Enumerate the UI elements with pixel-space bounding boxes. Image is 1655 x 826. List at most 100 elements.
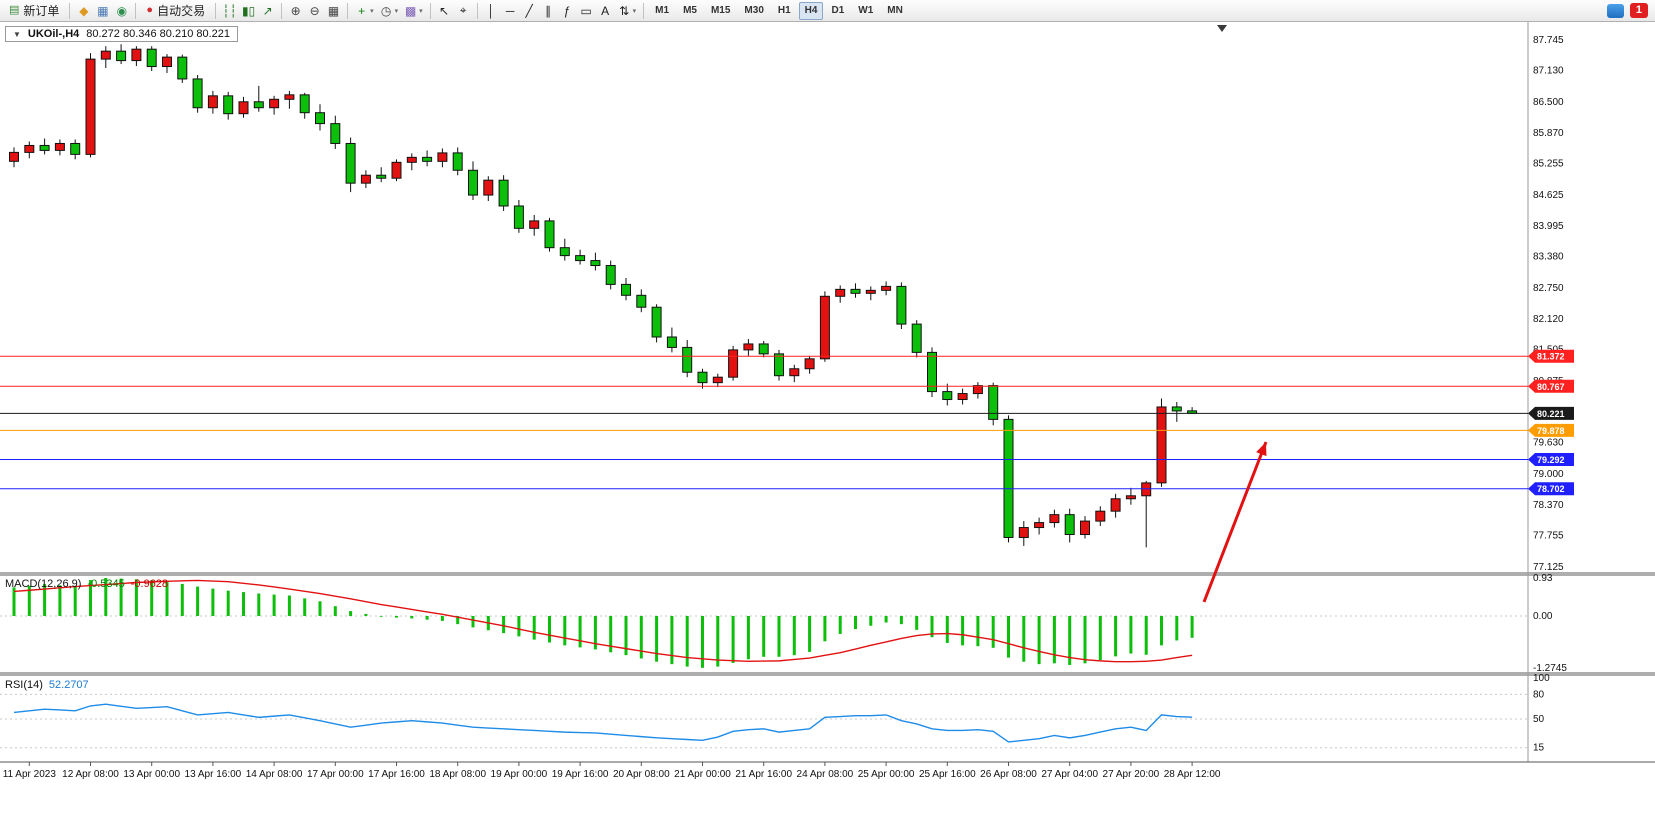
- toolbar-separator: [281, 2, 283, 19]
- rsi-line: [13, 703, 1193, 743]
- terminal-icon[interactable]: ◉: [116, 3, 128, 18]
- bear-candle: [774, 353, 784, 377]
- bear-candle: [697, 371, 708, 384]
- trendline-icon[interactable]: ╱: [525, 3, 533, 18]
- toolbar-separator: [429, 2, 431, 19]
- bear-candle: [544, 220, 555, 249]
- timeframe-m30[interactable]: M30: [744, 4, 764, 16]
- price-tick-label: 83.995: [1533, 221, 1564, 232]
- time-tick-label: 24 Apr 08:00: [797, 769, 854, 780]
- periods-icon[interactable]: ◷: [380, 3, 392, 18]
- community-icon[interactable]: [1606, 3, 1624, 18]
- bull-candle: [437, 152, 448, 162]
- time-tick-label: 25 Apr 00:00: [858, 769, 915, 780]
- chart-canvas[interactable]: 87.745 87.130 86.500 85.870 85.255 84.625 83.9…: [0, 22, 1655, 826]
- bear-candle: [253, 101, 264, 109]
- chart-shift-marker[interactable]: [1217, 25, 1227, 32]
- time-tick-label: 17 Apr 16:00: [368, 769, 425, 780]
- toolbar: ▤ 新订单 ◆ ▦ ◉ ● 自动交易 ┆┆ ▮▯ ↗ ⊕ ⊖ ▦ + ▾ ◷ ▾ ▩ ▾ ↖ ⌖ │ ─ ╱ ∥ ƒ ▭ A ⇅ ▾ M1 M…: [0, 0, 1655, 22]
- bull-candle: [1125, 495, 1136, 500]
- new-order-button[interactable]: ▤ 新订单: [3, 1, 65, 20]
- shapes-icon[interactable]: ▭: [580, 3, 592, 18]
- price-tick-label: 78.370: [1533, 500, 1564, 511]
- arrows-icon[interactable]: ⇅: [619, 3, 630, 18]
- price-tick-label: 85.870: [1533, 128, 1564, 139]
- tile-windows-icon[interactable]: ▦: [327, 3, 340, 18]
- new-order-label: 新订单: [23, 4, 60, 18]
- chart-area[interactable]: 87.745 87.130 86.500 85.870 85.255 84.625 83.9…: [0, 22, 1655, 826]
- price-tag: [1528, 423, 1574, 437]
- panel-separator[interactable]: [0, 672, 1655, 676]
- arrows-dropdown-icon[interactable]: ▾: [632, 7, 637, 15]
- bull-candle: [238, 101, 249, 115]
- bull-candle: [24, 144, 35, 153]
- autotrading-button[interactable]: ● 自动交易: [140, 1, 211, 20]
- zoom-out-icon[interactable]: ⊖: [309, 3, 320, 18]
- panel-separator[interactable]: [0, 572, 1655, 576]
- macd-axis-label: 0.00: [1533, 611, 1553, 622]
- trend-arrow-head: [1256, 442, 1267, 457]
- current-price-tag: [1528, 406, 1574, 420]
- bull-candle: [712, 376, 723, 384]
- macd-main-value: -0.5345: [87, 578, 125, 590]
- bear-candle: [1064, 514, 1075, 535]
- cursor-icon[interactable]: ↖: [439, 3, 450, 18]
- zoom-in-icon[interactable]: ⊕: [290, 3, 301, 18]
- crosshair-icon[interactable]: ⌖: [459, 3, 467, 17]
- profiles-icon[interactable]: ▦: [97, 3, 109, 18]
- bear-candle: [651, 306, 662, 338]
- bull-candle: [881, 285, 892, 291]
- macd-axis-label: 0.93: [1533, 573, 1553, 584]
- vertical-line-icon[interactable]: │: [487, 3, 495, 18]
- text-label-icon[interactable]: A: [601, 3, 610, 18]
- indicators-icon[interactable]: +: [358, 3, 366, 18]
- oct-expander-icon[interactable]: ▼: [13, 29, 21, 39]
- bear-candle: [468, 169, 478, 196]
- horizontal-line-icon[interactable]: ─: [505, 3, 515, 18]
- toolbar-separator: [69, 2, 71, 19]
- fibonacci-icon[interactable]: ƒ: [563, 3, 571, 18]
- price-tag: [1528, 452, 1574, 466]
- timeframe-h1[interactable]: H1: [777, 4, 791, 16]
- indicators-dropdown-icon[interactable]: ▾: [370, 7, 374, 15]
- timeframe-m5[interactable]: M5: [683, 4, 697, 16]
- timeframe-m1[interactable]: M1: [655, 4, 670, 16]
- timeframe-d1[interactable]: D1: [831, 4, 845, 16]
- symbol-title: UKOil-,H4: [27, 28, 80, 40]
- periods-dropdown-icon[interactable]: ▾: [394, 7, 399, 15]
- price-tag-text: 79.878: [1537, 426, 1565, 436]
- timeframe-h4[interactable]: H4: [798, 1, 824, 20]
- line-chart-icon[interactable]: ↗: [262, 3, 273, 18]
- templates-icon[interactable]: ▩: [404, 3, 417, 18]
- current-price-tag-text: 80.221: [1537, 409, 1565, 419]
- bear-candle: [1003, 418, 1014, 538]
- charts-icon[interactable]: ◆: [79, 3, 89, 18]
- time-tick-label: 18 Apr 08:00: [429, 769, 486, 780]
- price-tick-label: 84.625: [1533, 190, 1564, 201]
- time-axis[interactable]: 11 Apr 2023 12 Apr 08:00 13 Apr 00:00 13 Ap…: [3, 762, 1221, 780]
- bull-candle: [162, 56, 172, 68]
- bull-candle: [1110, 498, 1121, 512]
- timeframe-m15[interactable]: M15: [710, 4, 731, 16]
- price-tick-label: 86.500: [1533, 97, 1564, 108]
- bull-candle: [865, 289, 876, 294]
- toolbar-separator: [476, 2, 478, 19]
- price-tick-label: 82.750: [1533, 283, 1564, 294]
- rsi-axis-label: 15: [1533, 743, 1545, 754]
- bull-candle: [743, 343, 754, 351]
- timeframe-mn[interactable]: MN: [887, 4, 903, 16]
- time-tick-label: 21 Apr 16:00: [735, 769, 792, 780]
- timeframe-w1[interactable]: W1: [858, 4, 874, 16]
- price-tag: [1528, 349, 1574, 363]
- bull-candle: [9, 151, 19, 162]
- candlestick-chart-icon[interactable]: ▮▯: [241, 3, 256, 18]
- alerts-badge[interactable]: 1: [1629, 3, 1648, 18]
- bear-candle: [911, 323, 922, 353]
- price-tick-label: 87.745: [1533, 35, 1564, 46]
- bear-candle: [636, 294, 647, 308]
- trend-arrow[interactable]: [1202, 441, 1268, 603]
- templates-dropdown-icon[interactable]: ▾: [419, 7, 423, 15]
- bear-candle: [223, 95, 234, 115]
- bar-chart-icon[interactable]: ┆┆: [222, 3, 237, 18]
- equidistant-channel-icon[interactable]: ∥: [545, 3, 552, 18]
